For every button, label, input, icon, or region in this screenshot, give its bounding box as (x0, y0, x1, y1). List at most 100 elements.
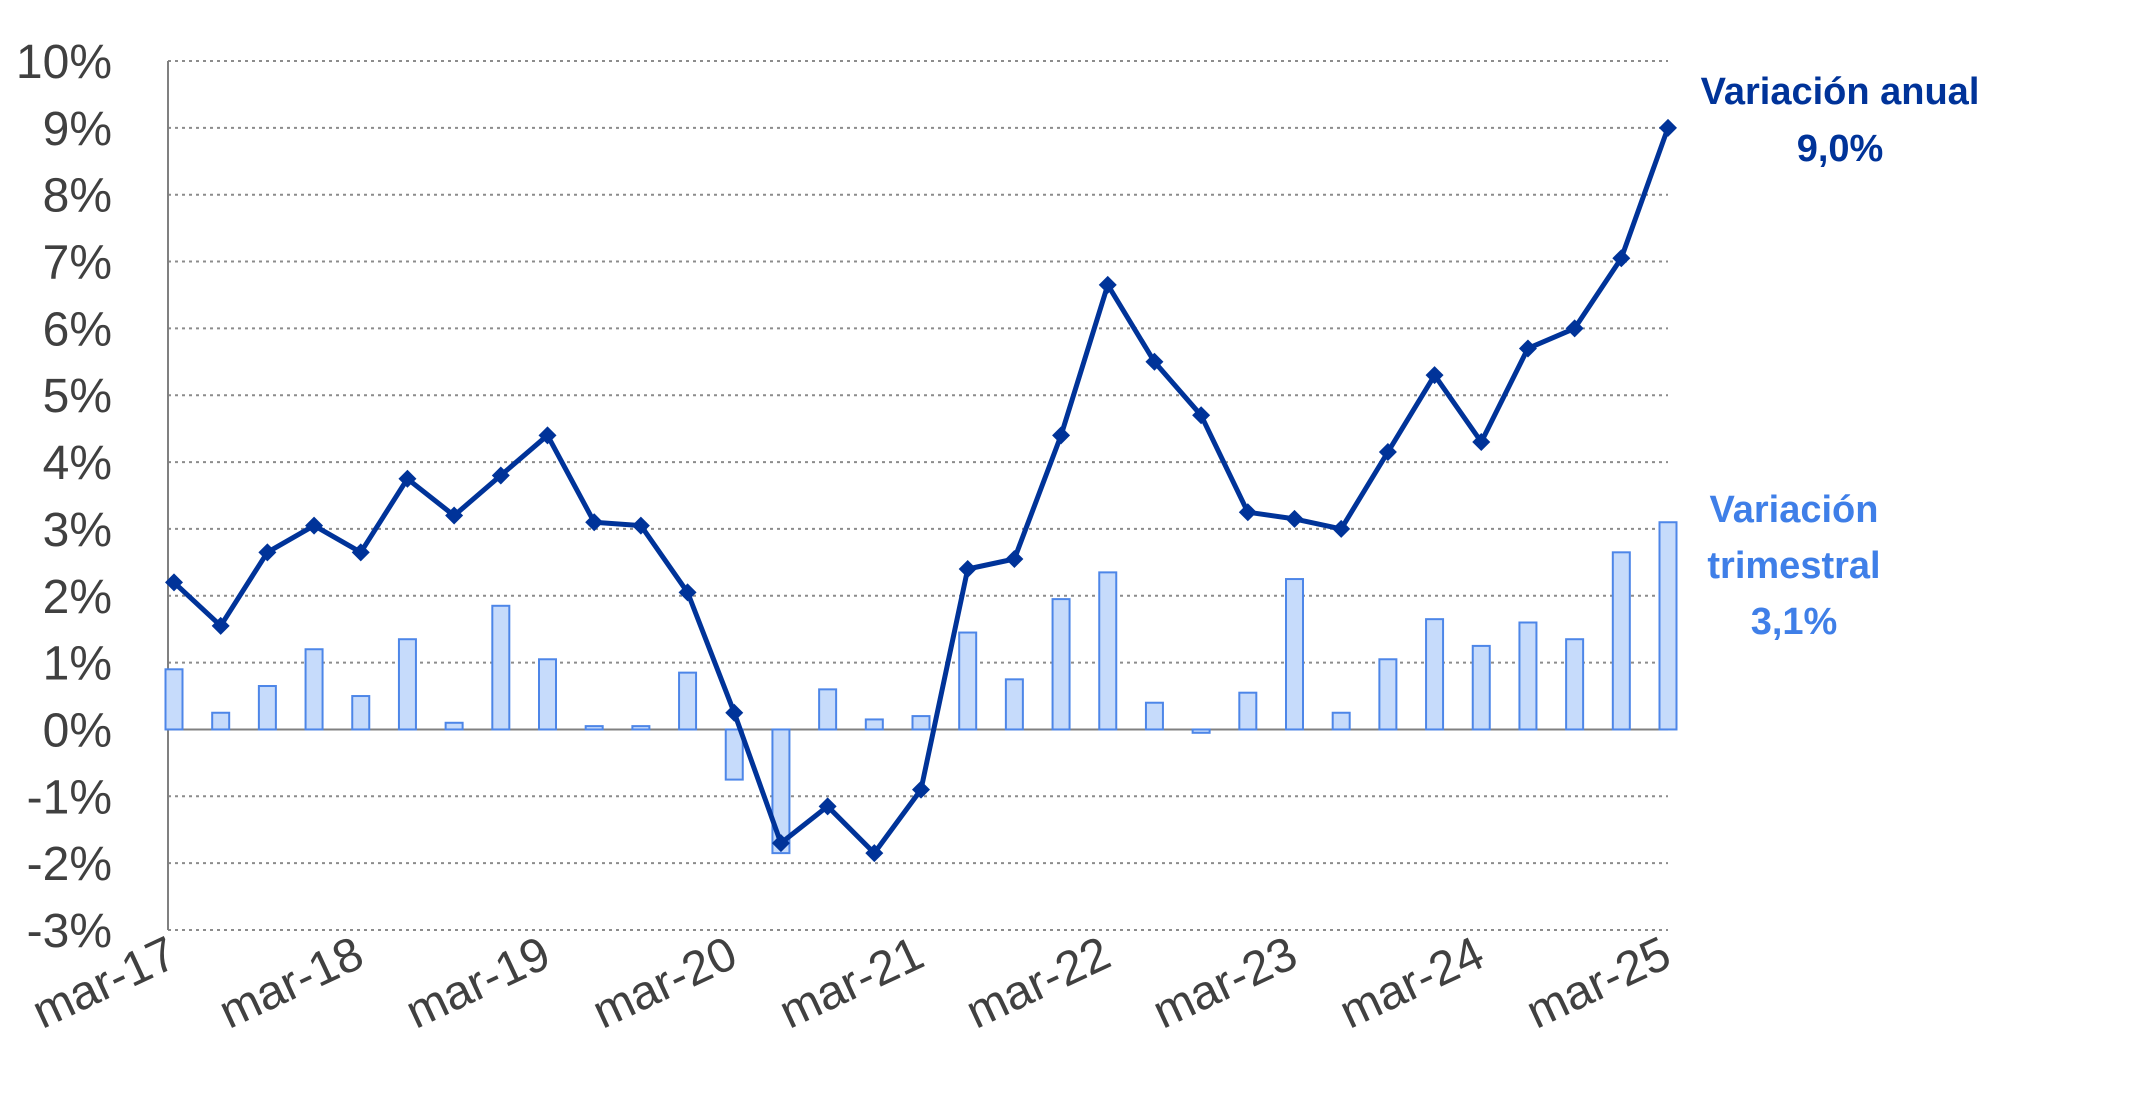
anual-point (1192, 406, 1211, 425)
trimestral-bar (1238, 691, 1258, 731)
anual-point (1612, 249, 1631, 268)
anual-point (165, 573, 183, 592)
anual-point (1238, 503, 1257, 522)
trimestral-bar (864, 718, 884, 731)
trimestral-bar (491, 604, 511, 731)
trimestral-bar (164, 668, 184, 731)
trimestral-bar (538, 658, 557, 731)
x-tick-label: mar-20 (585, 927, 745, 1039)
anual-point (818, 797, 837, 816)
annotations: Variación anual 9,0% Variación trimestra… (1701, 71, 1980, 643)
trimestral-bar (678, 671, 698, 731)
x-tick-label: mar-19 (398, 927, 558, 1039)
anual-annotation-value: 9,0% (1797, 128, 1884, 170)
y-axis-tick-labels: 10% 9% 8% 7% 6% 5% 4% 3% 2% 1% 0% -1% -2% -3% (16, 36, 112, 958)
trimestral-bar (1051, 598, 1071, 731)
trimestral-bar (911, 715, 931, 731)
anual-point (305, 516, 324, 535)
trimestral-bar (724, 728, 744, 781)
anual-point (958, 560, 977, 579)
trimestral-bar (1611, 551, 1631, 731)
trimestral-bar (1425, 618, 1445, 731)
x-tick-label: mar-25 (1518, 927, 1678, 1039)
anual-point (1565, 319, 1584, 338)
anual-point (1518, 339, 1537, 358)
x-tick-label: mar-22 (958, 927, 1118, 1039)
anual-point (491, 466, 510, 485)
y-tick-label: -1% (27, 771, 112, 824)
y-tick-label: 2% (43, 571, 112, 624)
y-tick-label: 3% (43, 504, 112, 557)
anual-point (678, 583, 697, 602)
anual-point (725, 703, 744, 722)
trimestral-bar (1191, 728, 1211, 734)
trimestral-bar (1098, 571, 1118, 731)
y-tick-label: 4% (43, 437, 112, 490)
y-tick-label: 10% (16, 36, 112, 89)
anual-point (631, 516, 650, 535)
y-tick-label: 5% (43, 370, 112, 423)
anual-point (1145, 352, 1164, 371)
trimestral-bar (351, 695, 371, 731)
trimestral-bar (1004, 678, 1024, 731)
y-tick-label: -2% (27, 838, 112, 891)
x-tick-label: mar-24 (1332, 927, 1492, 1039)
trimestral-bar (771, 728, 791, 855)
anual-point (1052, 426, 1071, 445)
anual-point (1332, 519, 1351, 538)
trimestral-bar (1658, 521, 1678, 731)
x-axis-tick-labels: mar-17 mar-18 mar-19 mar-20 mar-21 mar-22 mar-… (24, 927, 1678, 1039)
x-tick-label: mar-21 (771, 927, 931, 1039)
anual-point (1425, 366, 1444, 385)
y-tick-label: 7% (43, 237, 112, 290)
trimestral-bar (304, 648, 324, 731)
anual-series-line (172, 126, 1671, 856)
trimestral-annotation-label-line2: trimestral (1707, 545, 1880, 587)
anual-point (585, 513, 604, 532)
anual-point (1005, 550, 1024, 569)
grid (168, 60, 1668, 931)
trimestral-bar (818, 688, 838, 731)
trimestral-bar (1285, 578, 1304, 731)
y-tick-label: 1% (43, 638, 112, 691)
anual-line (165, 118, 1677, 863)
trimestral-bar (631, 725, 651, 731)
anual-point (912, 780, 930, 799)
trimestral-bar (1144, 701, 1164, 731)
trimestral-bar (958, 631, 978, 731)
anual-point (1659, 118, 1677, 137)
trimestral-bar (1378, 658, 1398, 731)
trimestral-bar (1518, 621, 1538, 731)
trimestral-bar (1331, 711, 1351, 731)
x-tick-label: mar-23 (1145, 927, 1305, 1039)
trimestral-annotation-value: 3,1% (1751, 601, 1838, 643)
trimestral-bars (164, 521, 1678, 855)
anual-point (445, 506, 464, 525)
y-tick-label: -3% (27, 905, 112, 958)
anual-point (771, 834, 790, 853)
trimestral-bar (257, 685, 277, 731)
y-tick-label: 0% (43, 704, 112, 757)
anual-point (1098, 275, 1117, 294)
axes (167, 61, 1668, 930)
anual-annotation-label: Variación anual (1701, 71, 1980, 113)
y-tick-label: 6% (43, 303, 112, 356)
anual-point (538, 426, 557, 445)
trimestral-bar (1471, 644, 1491, 731)
trimestral-bar (444, 721, 464, 731)
anual-point (211, 616, 230, 635)
trimestral-bar (584, 725, 604, 731)
anual-point (398, 469, 417, 488)
x-tick-label: mar-18 (211, 927, 371, 1039)
y-tick-label: 9% (43, 103, 112, 156)
anual-point (258, 543, 277, 562)
anual-point (1378, 443, 1397, 462)
anual-point (1472, 433, 1491, 452)
anual-point (865, 844, 884, 863)
anual-point (351, 543, 370, 562)
trimestral-bar (211, 711, 231, 731)
anual-point (1285, 509, 1304, 528)
trimestral-annotation-label-line1: Variación (1710, 489, 1879, 531)
trimestral-bar (1565, 638, 1585, 731)
